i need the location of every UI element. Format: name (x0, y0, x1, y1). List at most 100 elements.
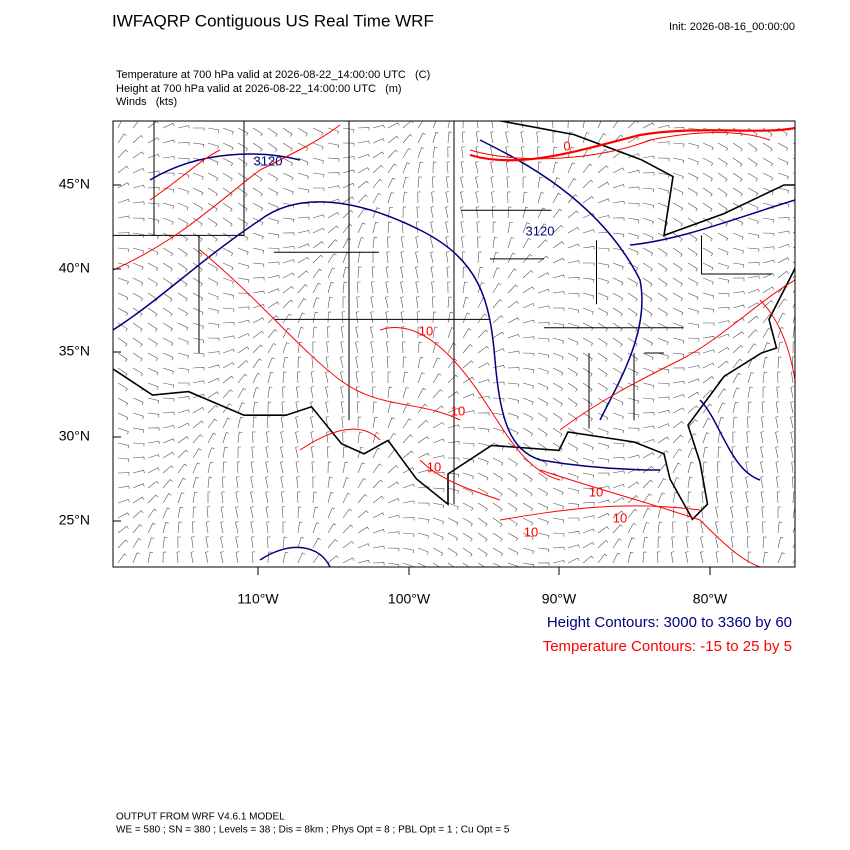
wind-barb (237, 217, 248, 227)
wind-barb (460, 161, 464, 174)
wind-barb (417, 176, 422, 189)
wind-barb (672, 157, 685, 164)
wind-barb (627, 427, 640, 432)
wind-barb (297, 142, 309, 151)
wind-barb (612, 470, 625, 474)
wind-barb (746, 521, 750, 534)
wind-barb (222, 277, 234, 285)
wind-barb (297, 243, 310, 249)
wind-barb (177, 506, 184, 519)
wind-barb (522, 206, 529, 219)
wind-barb (777, 284, 788, 294)
wind-barb (222, 389, 233, 399)
wind-barb (747, 217, 759, 225)
wind-barb (402, 500, 415, 504)
wind-barb (162, 465, 174, 474)
wind-barb (477, 412, 490, 416)
wind-barb (492, 315, 504, 324)
wind-barb (310, 386, 314, 399)
wind-barb (207, 127, 220, 133)
wind-barb (672, 307, 684, 316)
temperature-contour-thick (469, 126, 795, 162)
wind-barb (672, 247, 683, 257)
wind-barb (492, 267, 501, 279)
wind-barb (117, 121, 122, 129)
wind-barb (387, 221, 392, 234)
wind-barb (507, 382, 520, 388)
wind-barb (372, 529, 385, 534)
wind-barb (117, 307, 129, 317)
wind-barb (386, 251, 390, 264)
wind-barb (372, 512, 385, 519)
wind-barb (385, 296, 389, 309)
wind-barb (162, 536, 168, 549)
wind-barb (252, 172, 263, 182)
wind-barb (687, 351, 700, 356)
wind-barb (612, 497, 625, 504)
wind-barb (252, 277, 265, 281)
wind-barb (672, 521, 676, 534)
wind-barb (567, 352, 579, 361)
wind-barb (552, 352, 564, 360)
wind-barb (507, 397, 520, 404)
wind-barb (147, 352, 159, 362)
wind-barb (567, 487, 580, 494)
wind-barb (207, 292, 219, 300)
wind-barb (477, 313, 487, 324)
wind-barb (117, 149, 128, 159)
wind-barb (386, 356, 391, 369)
wind-barb (492, 364, 505, 369)
temperature-contour (759, 299, 795, 381)
wind-barb (522, 397, 534, 406)
wind-barb (552, 427, 563, 437)
wind-barb (402, 387, 410, 399)
wind-barb (505, 131, 509, 144)
wind-barb (447, 532, 459, 542)
wind-barb (191, 536, 195, 549)
wind-barb (612, 217, 625, 221)
wind-barb (402, 467, 415, 474)
wind-barb (192, 380, 205, 384)
wind-barb (642, 292, 653, 302)
wind-barb (402, 162, 411, 174)
wind-barb (522, 532, 534, 541)
wind-barb (372, 447, 381, 459)
wind-barb (295, 401, 299, 414)
wind-barb (552, 192, 561, 204)
wind-barb (760, 461, 764, 474)
wind-barb (236, 476, 240, 489)
wind-barb (282, 371, 287, 384)
wind-barb (760, 491, 765, 504)
wind-barb (507, 412, 519, 420)
wind-barb (432, 342, 439, 354)
wind-barb (642, 187, 655, 193)
temperature-contour (113, 124, 341, 271)
wind-barb (747, 329, 758, 339)
wind-barb (582, 397, 593, 407)
wind-barb (567, 322, 579, 330)
wind-barb (552, 560, 565, 564)
wind-barb (117, 337, 128, 347)
wind-barb (612, 510, 624, 519)
wind-barb (372, 562, 385, 566)
wind-barb (177, 337, 189, 345)
wind-barb (402, 121, 414, 129)
wind-barb (687, 365, 700, 369)
wind-barb (147, 232, 159, 240)
wind-barb (717, 187, 728, 197)
wind-barb (162, 367, 174, 375)
wind-barb (792, 341, 795, 354)
wind-barb (327, 507, 336, 519)
wind-barb (237, 157, 248, 167)
wind-barb (237, 402, 245, 414)
wind-barb (177, 396, 190, 400)
wind-barb (747, 551, 752, 564)
wind-barb (792, 491, 795, 504)
wind-barb (357, 140, 370, 144)
wind-barb (507, 427, 519, 436)
wind-barb (732, 387, 740, 399)
wind-barb (732, 262, 745, 268)
wind-barb (402, 434, 413, 444)
height-contour (629, 199, 795, 246)
wind-barb (147, 427, 160, 431)
